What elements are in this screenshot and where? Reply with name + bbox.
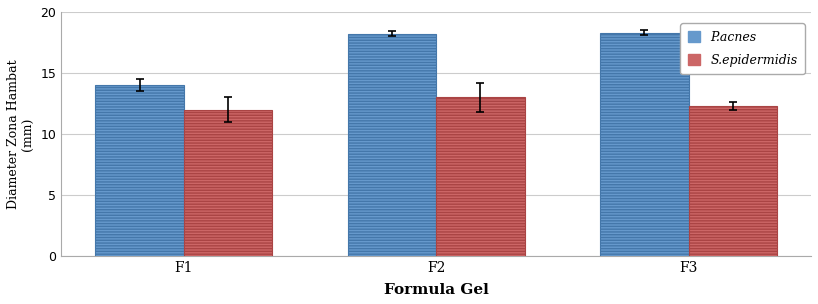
Bar — [184, 109, 272, 256]
Bar — [689, 106, 777, 256]
X-axis label: Formula Gel: Formula Gel — [384, 283, 488, 297]
Y-axis label: Diameter Zona Hambat
(mm): Diameter Zona Hambat (mm) — [7, 59, 35, 209]
Bar — [600, 33, 689, 256]
Bar — [436, 97, 524, 256]
Legend: P.acnes, S.epidermidis: P.acnes, S.epidermidis — [681, 23, 805, 74]
Bar — [96, 85, 184, 256]
Bar — [348, 34, 436, 256]
